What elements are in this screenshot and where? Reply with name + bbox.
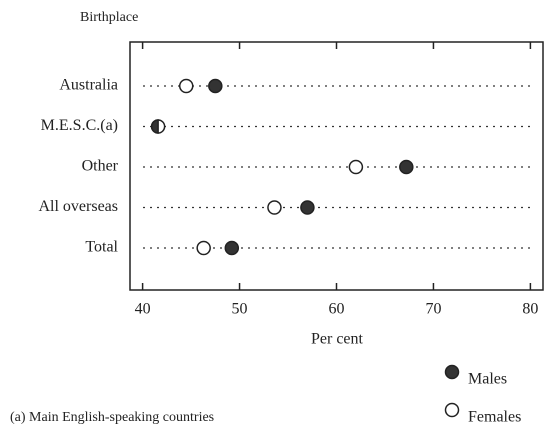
x-tick-label: 50: [232, 301, 248, 318]
plot-frame: [129, 41, 544, 291]
legend-label: Males: [468, 371, 507, 388]
dot-males: [300, 200, 315, 215]
y-tick-label: M.E.S.C.(a): [41, 117, 118, 134]
x-tick-label: 40: [135, 301, 151, 318]
legend-label: Females: [468, 409, 521, 426]
x-tick-label: 80: [522, 301, 538, 318]
legend-marker: [444, 364, 460, 380]
dot-males: [208, 78, 223, 94]
dot-females: [196, 240, 211, 256]
dot-males: [150, 119, 159, 134]
y-axis-label: Birthplace: [80, 10, 138, 25]
dot-females: [267, 200, 282, 215]
x-axis-label: Per cent: [311, 331, 364, 348]
x-tick-label: 60: [329, 301, 345, 318]
dot-males: [224, 240, 240, 256]
dot-females: [178, 78, 194, 94]
y-tick-label: Total: [85, 239, 118, 256]
y-tick-label: All overseas: [38, 198, 118, 215]
dot-males: [399, 159, 414, 175]
x-tick-label: 70: [425, 301, 441, 318]
dot-females: [348, 159, 364, 175]
legend-marker: [444, 402, 460, 418]
y-tick-label: Australia: [59, 77, 118, 94]
footnote: (a) Main English-speaking countries: [10, 410, 214, 425]
y-tick-label: Other: [82, 158, 119, 175]
